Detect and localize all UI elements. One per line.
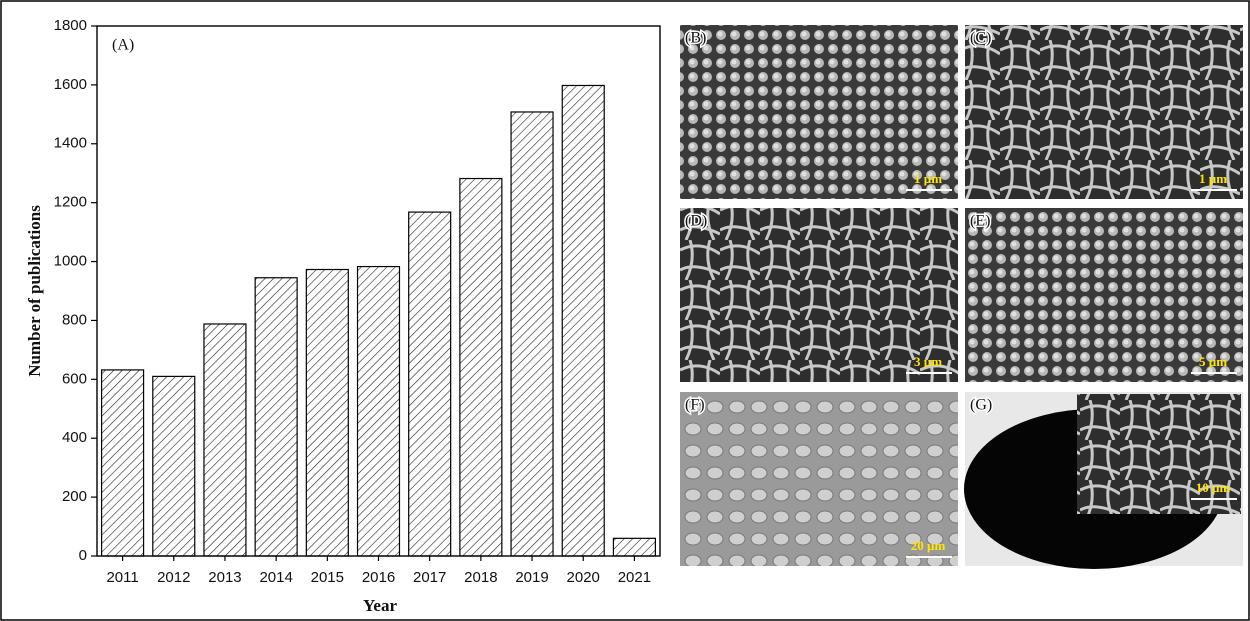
y-tick-label: 600: [62, 370, 87, 387]
panel-label: (A): [112, 37, 134, 54]
x-tick-label: 2019: [515, 569, 548, 586]
x-tick-label: 2014: [259, 569, 292, 586]
x-tick-label: 2020: [567, 569, 600, 586]
x-tick-label: 2016: [362, 569, 395, 586]
bar: [153, 376, 195, 556]
scale-bar-label: 5 µm: [1199, 354, 1227, 369]
panel-label: (E): [970, 213, 990, 230]
bar: [358, 267, 400, 556]
bar: [102, 370, 144, 556]
y-axis-title: Number of publications: [25, 205, 44, 377]
scale-bar-label: 1 µm: [914, 171, 942, 186]
y-tick-label: 0: [79, 547, 87, 564]
y-tick-label: 1400: [54, 135, 87, 152]
scale-bar-label: 20 µm: [911, 538, 946, 553]
panel-label: (B): [685, 30, 706, 47]
y-tick-label: 1600: [54, 76, 87, 93]
x-tick-label: 2013: [208, 569, 241, 586]
panel-label: (F): [685, 397, 705, 414]
x-tick-label: 2012: [157, 569, 190, 586]
x-axis-title: Year: [363, 596, 397, 615]
panel-label: (C): [970, 30, 991, 47]
y-tick-label: 200: [62, 488, 87, 505]
panel-label: (G): [970, 397, 992, 414]
y-tick-label: 1200: [54, 194, 87, 211]
bar: [511, 112, 553, 556]
bar: [306, 270, 348, 556]
bar: [460, 179, 502, 556]
scale-bar-label: 3 µm: [914, 354, 942, 369]
x-tick-label: 2011: [106, 569, 138, 586]
bar: [409, 212, 451, 556]
y-tick-label: 1000: [54, 253, 87, 270]
y-tick-label: 1800: [54, 17, 87, 34]
scale-bar-label: 10 µm: [1196, 480, 1231, 495]
inset-micrograph: [1077, 394, 1241, 514]
bar: [613, 538, 655, 556]
x-tick-label: 2015: [311, 569, 344, 586]
figure: (A) Year Number of publications 0 200 400 6…: [0, 0, 1250, 621]
scale-bar-label: 1 µm: [1199, 171, 1227, 186]
bar: [562, 85, 604, 556]
x-tick-label: 2018: [464, 569, 497, 586]
y-tick-label: 800: [62, 311, 87, 328]
bar: [255, 278, 297, 556]
x-tick-label: 2017: [413, 569, 446, 586]
panel-label: (D): [685, 213, 707, 230]
bar: [204, 324, 246, 556]
x-tick-label: 2021: [618, 569, 651, 586]
y-tick-label: 400: [62, 429, 87, 446]
